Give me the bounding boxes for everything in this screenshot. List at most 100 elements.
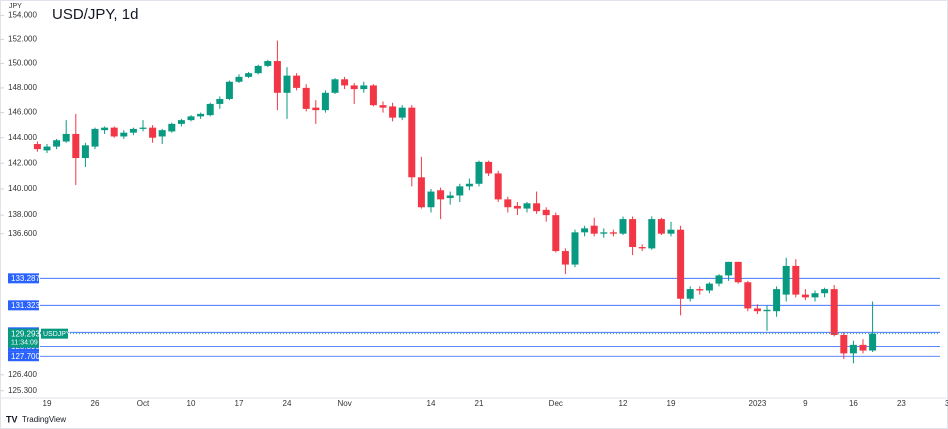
candle-body bbox=[542, 209, 550, 216]
y-tick-label: 148.000 bbox=[8, 83, 37, 92]
candle-body bbox=[120, 132, 128, 137]
symbol-tag-box bbox=[41, 328, 68, 339]
x-tick-label: 24 bbox=[283, 399, 292, 408]
candle-body bbox=[734, 261, 742, 283]
x-tick-label: 17 bbox=[235, 399, 244, 408]
candle-body bbox=[81, 145, 89, 159]
candle-body bbox=[302, 87, 310, 109]
candle-body bbox=[437, 190, 445, 200]
x-tick-label: Nov bbox=[337, 399, 351, 408]
candle-body bbox=[398, 107, 406, 118]
y-tick-label: 138.000 bbox=[8, 210, 37, 219]
y-tick-label: 152.000 bbox=[8, 34, 37, 43]
candle-body bbox=[677, 229, 685, 299]
candle-body bbox=[293, 75, 301, 88]
candle-body bbox=[849, 344, 857, 354]
last-price-label: 129.293 bbox=[11, 329, 40, 338]
candle-body bbox=[609, 232, 617, 234]
candle-body bbox=[321, 92, 329, 111]
candle-body bbox=[590, 225, 598, 234]
x-tick-label: 19 bbox=[43, 399, 52, 408]
candle-body bbox=[101, 127, 109, 131]
candle-body bbox=[417, 177, 425, 208]
candle-body bbox=[216, 98, 224, 104]
candle-body bbox=[389, 106, 397, 118]
x-tick-label: 30 bbox=[945, 399, 948, 408]
candle-body bbox=[475, 161, 483, 184]
candle-body bbox=[753, 308, 761, 312]
candle-body bbox=[792, 265, 800, 295]
candle-body bbox=[705, 283, 713, 291]
candle-body bbox=[657, 219, 665, 234]
candle-body bbox=[821, 289, 829, 294]
candle-body bbox=[187, 116, 195, 121]
candle-body bbox=[638, 247, 646, 249]
candle-body bbox=[149, 127, 157, 138]
y-tick-label: 154.000 bbox=[8, 11, 37, 20]
candle-body bbox=[686, 289, 694, 299]
x-tick-label: Oct bbox=[137, 399, 150, 408]
footer-logo: TV TradingView bbox=[6, 414, 66, 424]
candle-body bbox=[110, 127, 118, 137]
y-tick-label: 150.000 bbox=[8, 59, 37, 68]
candle-body bbox=[782, 265, 790, 295]
y-tick-label: 136.600 bbox=[8, 229, 37, 238]
candle-body bbox=[696, 289, 704, 291]
candle-body bbox=[581, 228, 589, 233]
candle-body bbox=[341, 79, 349, 86]
candle-body bbox=[859, 344, 867, 351]
candle-body bbox=[465, 183, 473, 187]
candle-body bbox=[235, 76, 243, 82]
x-tick-label: 21 bbox=[475, 399, 484, 408]
level-label-box bbox=[8, 300, 39, 311]
candle-body bbox=[168, 123, 176, 132]
logo-mark: TV bbox=[6, 414, 18, 424]
last-price-box bbox=[8, 328, 39, 348]
candle-body bbox=[331, 79, 339, 93]
candle-body bbox=[446, 195, 454, 199]
countdown: 11:34:09 bbox=[11, 340, 38, 347]
candle-body bbox=[830, 289, 838, 335]
candle-body bbox=[561, 251, 569, 265]
candle-body bbox=[245, 73, 253, 77]
candle-body bbox=[869, 333, 877, 351]
candle-body bbox=[43, 146, 51, 151]
x-tick-label: 26 bbox=[91, 399, 100, 408]
candle-body bbox=[129, 128, 137, 133]
candle-body bbox=[773, 289, 781, 312]
y-tick-label: 144.000 bbox=[8, 133, 37, 142]
level-label-box bbox=[8, 351, 39, 362]
candle-body bbox=[533, 203, 541, 212]
y-tick-label: 146.000 bbox=[8, 108, 37, 117]
candle-body bbox=[283, 75, 291, 93]
candle-body bbox=[801, 294, 809, 298]
candle-body bbox=[552, 215, 560, 252]
candle-body bbox=[744, 282, 752, 309]
candle-body bbox=[725, 261, 733, 276]
candle-body bbox=[369, 85, 377, 106]
candle-body bbox=[62, 133, 70, 142]
chart-title: USD/JPY, 1d bbox=[52, 6, 138, 23]
x-tick-label: 19 bbox=[667, 399, 676, 408]
candle-body bbox=[485, 161, 493, 174]
y-tick-label: 126.400 bbox=[8, 370, 37, 379]
candle-body bbox=[379, 105, 387, 108]
x-tick-label: 23 bbox=[897, 399, 906, 408]
candle-body bbox=[715, 275, 723, 284]
candle-body bbox=[312, 107, 320, 111]
x-tick-label: 14 bbox=[427, 399, 436, 408]
candle-body bbox=[350, 85, 358, 90]
level-label: 127.700 bbox=[11, 352, 40, 361]
candle-body bbox=[427, 191, 435, 208]
symbol-tag: USDJPY bbox=[43, 331, 71, 338]
candle-body bbox=[619, 219, 627, 234]
footer-text: TradingView bbox=[22, 415, 66, 424]
x-tick-label: 16 bbox=[849, 399, 858, 408]
y-tick-label: 142.000 bbox=[8, 158, 37, 167]
level-label-box bbox=[8, 273, 39, 284]
candle-body bbox=[571, 232, 579, 265]
candle-body bbox=[456, 186, 464, 196]
y-tick-label: 125.300 bbox=[8, 386, 37, 395]
x-tick-label: 9 bbox=[803, 399, 808, 408]
